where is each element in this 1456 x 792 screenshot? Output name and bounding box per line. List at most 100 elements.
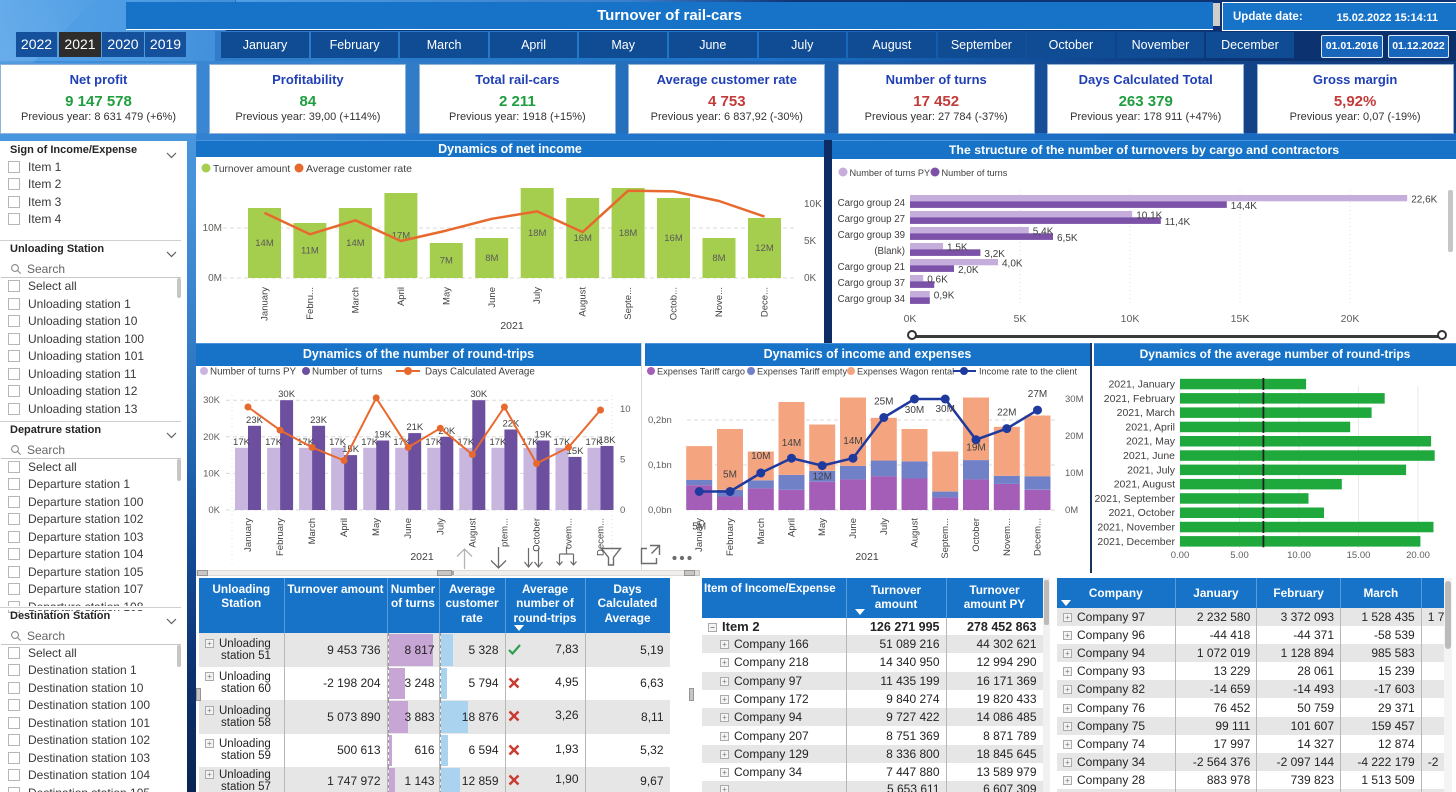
svg-text:30K: 30K — [278, 389, 296, 400]
svg-text:Number of turns: Number of turns — [312, 367, 382, 378]
svg-text:4,0K: 4,0K — [1002, 259, 1023, 270]
svg-text:20K: 20K — [1341, 313, 1360, 325]
svg-text:2021, November: 2021, November — [1097, 522, 1175, 534]
svg-text:15K: 15K — [1231, 313, 1250, 325]
svg-text:17K: 17K — [329, 437, 347, 448]
svg-text:10M: 10M — [203, 223, 222, 234]
svg-text:Septem...: Septem... — [940, 518, 951, 559]
svg-text:14M: 14M — [255, 238, 274, 249]
svg-text:Expenses Tariff empty: Expenses Tariff empty — [757, 367, 847, 377]
svg-text:August: August — [467, 518, 478, 548]
svg-text:10.00: 10.00 — [1287, 550, 1311, 561]
svg-text:February: February — [725, 518, 736, 556]
svg-text:May: May — [371, 518, 382, 536]
svg-text:8M: 8M — [485, 253, 498, 264]
svg-text:2021: 2021 — [855, 551, 879, 563]
svg-text:5K: 5K — [1014, 313, 1027, 325]
svg-text:April: April — [396, 287, 407, 306]
svg-text:2021, July: 2021, July — [1127, 464, 1176, 476]
svg-text:5M: 5M — [723, 470, 737, 481]
svg-text:Expenses Tariff cargo: Expenses Tariff cargo — [657, 367, 745, 377]
svg-text:15K: 15K — [342, 444, 360, 455]
svg-text:17K: 17K — [489, 437, 507, 448]
svg-text:July: July — [879, 518, 890, 535]
svg-text:(Blank): (Blank) — [874, 246, 905, 257]
svg-text:30M: 30M — [905, 405, 924, 416]
svg-text:8M: 8M — [712, 253, 725, 264]
svg-text:March: March — [756, 518, 767, 544]
svg-text:ovem...: ovem... — [564, 518, 575, 549]
svg-text:17M: 17M — [392, 231, 411, 242]
svg-text:17K: 17K — [457, 437, 475, 448]
svg-text:2021, February: 2021, February — [1104, 393, 1176, 405]
svg-text:April: April — [787, 518, 798, 537]
svg-text:30M: 30M — [935, 404, 954, 415]
svg-text:0K: 0K — [208, 505, 220, 516]
svg-text:June: June — [487, 287, 498, 308]
svg-text:17K: 17K — [233, 437, 251, 448]
svg-text:2021: 2021 — [500, 320, 524, 332]
svg-text:Days Calculated Average: Days Calculated Average — [425, 367, 535, 378]
svg-text:10K: 10K — [203, 468, 221, 479]
svg-text:0,6K: 0,6K — [927, 275, 948, 286]
svg-text:Number of turns PY: Number of turns PY — [850, 168, 931, 178]
svg-text:Dece...: Dece... — [760, 287, 771, 317]
svg-text:Octob...: Octob... — [669, 287, 680, 320]
svg-text:Average customer rate: Average customer rate — [306, 163, 412, 175]
svg-text:Novem...: Novem... — [1002, 518, 1013, 556]
svg-text:14,4K: 14,4K — [1231, 201, 1257, 212]
svg-text:27M: 27M — [1028, 389, 1047, 400]
svg-text:17K: 17K — [425, 437, 443, 448]
svg-text:Income rate to the client: Income rate to the client — [979, 367, 1077, 377]
svg-text:0M: 0M — [208, 273, 222, 284]
svg-text:18M: 18M — [619, 228, 638, 239]
svg-text:5: 5 — [620, 455, 625, 466]
svg-text:20M: 20M — [1065, 431, 1084, 442]
svg-text:18M: 18M — [528, 228, 547, 239]
svg-text:2021, May: 2021, May — [1126, 436, 1176, 448]
svg-text:October: October — [532, 518, 543, 552]
svg-text:0,2bn: 0,2bn — [648, 415, 672, 426]
svg-text:18K: 18K — [599, 435, 617, 446]
svg-text:10K: 10K — [1121, 313, 1140, 325]
svg-text:17K: 17K — [586, 437, 604, 448]
svg-text:20.00: 20.00 — [1406, 550, 1430, 561]
svg-text:22K: 22K — [502, 419, 520, 430]
svg-text:ptem...: ptem... — [499, 518, 510, 547]
svg-text:11M: 11M — [301, 246, 319, 257]
svg-text:Number of turns: Number of turns — [942, 168, 1008, 178]
svg-text:10M: 10M — [751, 451, 770, 462]
svg-text:Turnover amount: Turnover amount — [213, 164, 290, 175]
svg-text:2021, October: 2021, October — [1108, 507, 1175, 519]
svg-text:22M: 22M — [997, 408, 1016, 419]
svg-text:23K: 23K — [310, 415, 328, 426]
svg-text:June: June — [403, 518, 414, 539]
svg-text:10K: 10K — [804, 199, 822, 210]
svg-text:14M: 14M — [782, 438, 801, 449]
svg-text:20K: 20K — [438, 426, 456, 437]
svg-text:16M: 16M — [573, 233, 592, 244]
svg-text:2021, April: 2021, April — [1125, 421, 1175, 433]
svg-text:January: January — [260, 287, 271, 321]
svg-text:12M: 12M — [755, 243, 774, 254]
svg-text:5,4K: 5,4K — [1033, 227, 1054, 238]
svg-text:25M: 25M — [874, 397, 893, 408]
svg-text:2021, January: 2021, January — [1108, 379, 1175, 391]
svg-text:19K: 19K — [535, 430, 553, 441]
svg-text:17K: 17K — [554, 437, 572, 448]
svg-text:Cargo group 34: Cargo group 34 — [838, 294, 906, 305]
svg-text:0K: 0K — [904, 313, 917, 325]
svg-text:15.00: 15.00 — [1347, 550, 1371, 561]
svg-text:2021, June: 2021, June — [1123, 450, 1175, 462]
svg-text:May: May — [441, 287, 452, 305]
svg-text:April: April — [339, 518, 350, 537]
svg-text:17K: 17K — [297, 437, 315, 448]
svg-text:February: February — [275, 518, 286, 556]
svg-text:5M: 5M — [692, 522, 706, 533]
svg-text:Febru...: Febru... — [305, 287, 316, 320]
svg-text:Cargo group 27: Cargo group 27 — [838, 214, 905, 225]
svg-text:23K: 23K — [246, 415, 264, 426]
svg-text:15K: 15K — [567, 446, 585, 457]
svg-text:22,6K: 22,6K — [1411, 195, 1437, 206]
svg-text:August: August — [578, 287, 589, 317]
